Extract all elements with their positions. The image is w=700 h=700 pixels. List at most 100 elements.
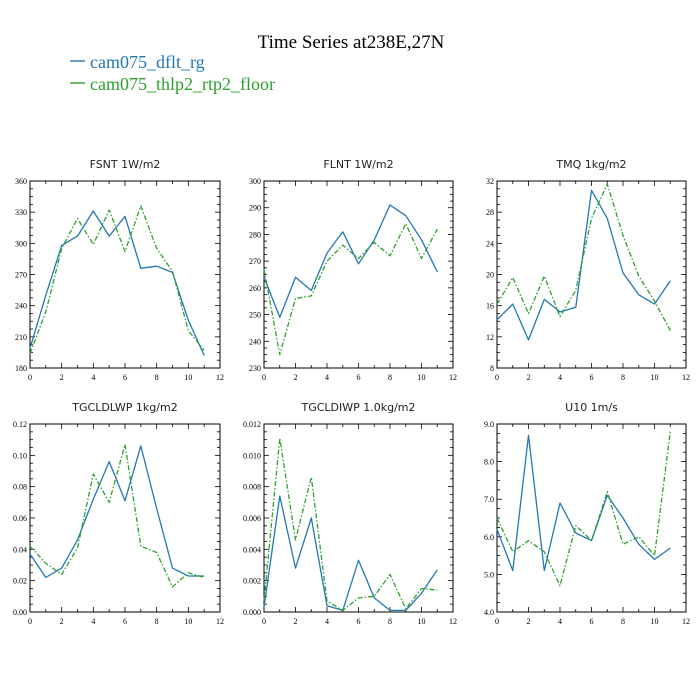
chart-panels: FSNT 1W/m20 2 4 6 8 10 12180210240270300330360…: [13, 158, 690, 626]
x-tick-label: 8: [388, 617, 392, 626]
x-tick-label: 6: [357, 373, 361, 382]
series-line: [496, 189, 671, 341]
y-tick-label: 20: [486, 271, 494, 280]
x-tick-label: 2: [294, 373, 298, 382]
figure-title: Time Series at238E,27N: [258, 32, 445, 53]
x-tick-label: 12: [216, 617, 224, 626]
y-tick-label: 0.012: [243, 420, 261, 429]
x-tick-label: 8: [621, 617, 625, 626]
panel-title: FLNT 1W/m2: [323, 158, 393, 171]
legend-label-thlp2: cam075_thlp2_rtp2_floor: [90, 74, 275, 94]
x-tick-label: 0: [28, 617, 32, 626]
series-line: [496, 431, 671, 587]
x-tick-label: 10: [184, 373, 192, 382]
y-tick-label: 0.010: [243, 451, 261, 460]
x-tick-label: 2: [527, 373, 531, 382]
y-tick-label: 4.0: [484, 608, 494, 617]
y-tick-label: 240: [15, 302, 27, 311]
y-tick-label: 240: [249, 337, 261, 346]
series-line: [263, 495, 438, 612]
y-tick-label: 16: [486, 302, 494, 311]
legend: cam075_dflt_rg cam075_thlp2_rtp2_floor: [70, 52, 275, 94]
y-tick-label: 0.04: [13, 545, 27, 554]
y-tick-label: 250: [249, 311, 261, 320]
y-tick-label: 0.12: [13, 420, 27, 429]
panel-title: U10 1m/s: [565, 401, 618, 414]
x-tick-label: 2: [60, 373, 64, 382]
y-tick-label: 260: [249, 284, 261, 293]
series-line: [263, 204, 438, 318]
y-tick-label: 0.006: [243, 514, 261, 523]
y-tick-label: 28: [486, 208, 494, 217]
series-line: [263, 223, 438, 356]
x-tick-label: 12: [216, 373, 224, 382]
y-tick-label: 0.06: [13, 514, 27, 523]
panel-title: FSNT 1W/m2: [90, 158, 161, 171]
x-tick-label: 12: [449, 373, 457, 382]
series-line: [29, 205, 205, 354]
series-line: [29, 445, 205, 579]
chart-panel: FLNT 1W/m2 0 2 4 6 8 10 12 230 240 250 260 270 280 290…: [249, 158, 457, 382]
x-tick-label: 12: [682, 373, 690, 382]
axis-frame: [496, 423, 687, 613]
y-tick-label: 290: [249, 204, 261, 213]
panel-title: TGCLDLWP 1kg/m2: [71, 401, 177, 414]
x-tick-label: 6: [123, 373, 127, 382]
y-tick-label: 210: [15, 333, 27, 342]
x-tick-label: 4: [325, 617, 329, 626]
x-tick-label: 10: [651, 373, 659, 382]
x-tick-label: 6: [357, 617, 361, 626]
chart-panel: FSNT 1W/m2 0 2 4 6 8 10 12 180 210 240 270 300 330 360: [15, 158, 224, 382]
y-tick-label: 300: [15, 239, 27, 248]
series-line: [496, 434, 671, 572]
y-tick-label: 12: [486, 333, 494, 342]
chart-panel: TGCLDLWP 1kg/m2 0 2 4 6 8 10 12 0.00 0.02 0.04 0.06…: [13, 401, 224, 626]
x-tick-label: 6: [123, 617, 127, 626]
x-tick-label: 2: [527, 617, 531, 626]
y-tick-label: 5.0: [484, 570, 494, 579]
y-tick-label: 0.00: [13, 608, 27, 617]
x-tick-label: 0: [495, 617, 499, 626]
y-tick-label: 0.002: [243, 577, 261, 586]
y-tick-label: 32: [486, 177, 494, 186]
x-tick-label: 8: [388, 373, 392, 382]
y-tick-label: 9.0: [484, 420, 494, 429]
y-tick-label: 270: [15, 271, 27, 280]
x-tick-label: 8: [155, 373, 159, 382]
x-tick-label: 12: [449, 617, 457, 626]
x-tick-label: 0: [262, 617, 266, 626]
panel-title: TMQ 1kg/m2: [555, 158, 626, 171]
series-line: [29, 210, 205, 356]
series-line: [29, 443, 205, 588]
x-tick-label: 4: [558, 373, 562, 382]
series-line: [263, 437, 438, 612]
x-tick-label: 10: [418, 617, 426, 626]
chart-panel: TGCLDIWP 1.0kg/m2 0 2 4 6 8 10 12 0.000 0.002 0.00…: [243, 401, 457, 626]
y-tick-label: 270: [249, 257, 261, 266]
axis-frame: [496, 180, 687, 369]
y-tick-label: 6.0: [484, 533, 494, 542]
x-tick-label: 2: [60, 617, 64, 626]
y-tick-label: 0.08: [13, 483, 27, 492]
x-tick-label: 4: [558, 617, 562, 626]
panel-title: TGCLDIWP 1.0kg/m2: [300, 401, 415, 414]
y-tick-label: 280: [249, 230, 261, 239]
y-tick-label: 0.004: [243, 545, 261, 554]
x-tick-label: 12: [682, 617, 690, 626]
y-tick-label: 0.10: [13, 451, 27, 460]
x-tick-label: 8: [155, 617, 159, 626]
x-tick-label: 4: [325, 373, 329, 382]
x-tick-label: 4: [91, 373, 95, 382]
y-tick-label: 360: [15, 177, 27, 186]
legend-label-dflt: cam075_dflt_rg: [90, 52, 205, 72]
x-tick-label: 0: [495, 373, 499, 382]
x-tick-label: 0: [28, 373, 32, 382]
y-tick-label: 0.02: [13, 577, 27, 586]
x-tick-label: 2: [294, 617, 298, 626]
chart-panel: U10 1m/s 0 2 4 6 8 10 12 4.0 5.0 6.0 7.0 8.0 9.0: [484, 401, 690, 626]
x-tick-label: 4: [91, 617, 95, 626]
x-tick-label: 10: [184, 617, 192, 626]
y-tick-label: 300: [249, 177, 261, 186]
